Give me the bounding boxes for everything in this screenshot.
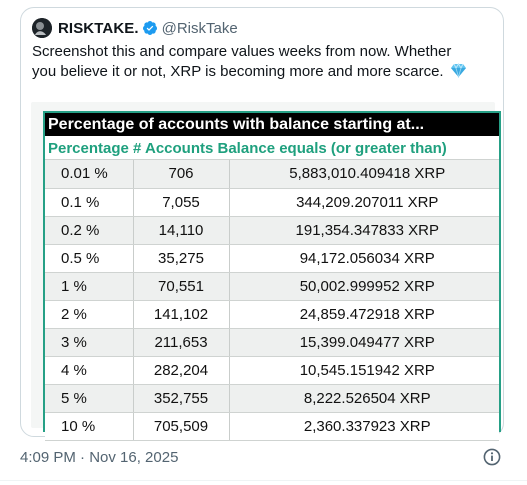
tweet-body: Screenshot this and compare values weeks… [32,43,452,80]
display-name[interactable]: RISKTAKE. [58,19,139,37]
table-row: 10 % 705,509 2,360.337923 XRP [45,412,499,441]
verified-badge-icon [142,20,158,36]
table-body: 0.01 % 706 5,883,010.409418 XRP 0.1 % 7,055 3… [45,160,499,441]
balance-cell: 2,360.337923 XRP [229,412,499,441]
timestamp[interactable]: 4:09 PM · Nov 16, 2025 [20,449,179,466]
user-handle[interactable]: @RiskTake [161,19,238,37]
percentage-cell: 0.1 % [45,188,134,217]
table-title: Percentage of accounts with balance star… [45,113,499,136]
avatar[interactable] [32,18,52,38]
tweet-header: RISKTAKE. @RiskTake [32,17,238,39]
balance-cell: 8,222.526504 XRP [229,384,499,413]
balance-cell: 5,883,010.409418 XRP [229,160,499,189]
table-row: 5 % 352,755 8,222.526504 XRP [45,384,499,413]
account-count-cell: 211,653 [133,328,230,357]
table-row: 2 % 141,102 24,859.472918 XRP [45,300,499,329]
table-row: 1 % 70,551 50,002.999952 XRP [45,272,499,301]
table-row: 0.2 % 14,110 191,354.347833 XRP [45,216,499,245]
balance-cell: 24,859.472918 XRP [229,300,499,329]
avatar-image [32,18,52,38]
percentage-cell: 0.2 % [45,216,134,245]
gem-icon [450,63,467,84]
quoted-tweet-card[interactable]: RISKTAKE. @RiskTake Screenshot this and … [20,7,504,441]
account-count-cell: 352,755 [133,384,230,413]
account-count-cell: 141,102 [133,300,230,329]
balance-cell: 344,209.207011 XRP [229,188,499,217]
table-subtitle: Percentage # Accounts Balance equals (or… [45,136,499,160]
tweet-text: Screenshot this and compare values weeks… [32,42,472,84]
percentage-cell: 2 % [45,300,134,329]
percentage-cell: 10 % [45,412,134,441]
attached-image[interactable]: Percentage of accounts with balance star… [31,102,501,441]
balance-cell: 191,354.347833 XRP [229,216,499,245]
account-count-cell: 35,275 [133,244,230,273]
account-count-cell: 706 [133,160,230,189]
percentage-cell: 3 % [45,328,134,357]
percentage-cell: 1 % [45,272,134,301]
percentage-cell: 0.5 % [45,244,134,273]
balance-cell: 50,002.999952 XRP [229,272,499,301]
account-count-cell: 7,055 [133,188,230,217]
info-icon[interactable] [483,448,501,466]
account-count-cell: 70,551 [133,272,230,301]
percentage-cell: 5 % [45,384,134,413]
balance-cell: 15,399.049477 XRP [229,328,499,357]
table-row: 0.1 % 7,055 344,209.207011 XRP [45,188,499,217]
percentage-cell: 4 % [45,356,134,385]
percentage-cell: 0.01 % [45,160,134,189]
table-row: 3 % 211,653 15,399.049477 XRP [45,328,499,357]
table-row: 0.5 % 35,275 94,172.056034 XRP [45,244,499,273]
account-count-cell: 14,110 [133,216,230,245]
account-count-cell: 282,204 [133,356,230,385]
divider [0,480,527,481]
xrp-distribution-table: Percentage of accounts with balance star… [43,111,501,441]
account-count-cell: 705,509 [133,412,230,441]
balance-cell: 10,545.151942 XRP [229,356,499,385]
table-row: 4 % 282,204 10,545.151942 XRP [45,356,499,385]
table-row: 0.01 % 706 5,883,010.409418 XRP [45,160,499,189]
balance-cell: 94,172.056034 XRP [229,244,499,273]
